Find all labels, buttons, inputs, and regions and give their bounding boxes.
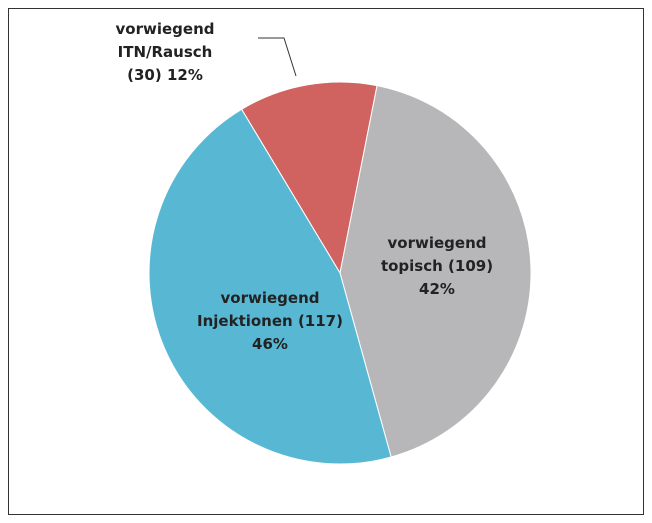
category-label: vorwiegend ITN/Rausch — [115, 20, 215, 61]
category-label: vorwiegend topisch — [380, 234, 487, 275]
pie-slice — [148, 108, 392, 465]
count-label: (109) — [448, 257, 494, 275]
pie-slice — [240, 81, 378, 275]
percent-label: 12% — [166, 66, 203, 84]
count-label: (117) — [297, 312, 343, 330]
count-label: (30) — [127, 66, 162, 84]
category-label: vorwiegend Injektionen — [197, 289, 320, 330]
percent-label: 42% — [419, 280, 455, 298]
percent-label: 46% — [252, 335, 288, 353]
slice-label: vorwiegend Injektionen (117) 46% — [194, 287, 346, 356]
leader-line — [258, 37, 297, 77]
pie-slice — [339, 85, 532, 458]
slice-label: vorwiegend topisch (109) 42% — [372, 232, 502, 301]
slice-label: vorwiegend ITN/Rausch (30) 12% — [109, 18, 221, 87]
